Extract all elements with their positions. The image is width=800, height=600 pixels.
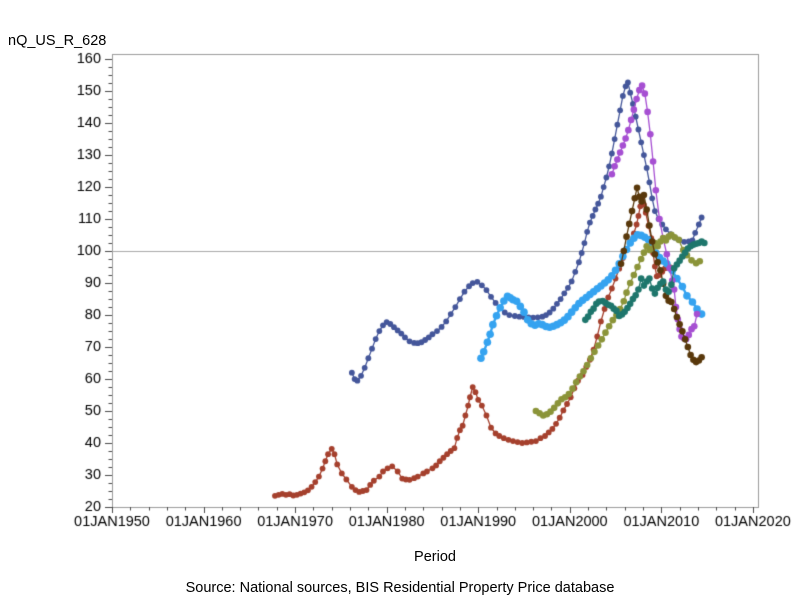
x-axis-title: Period xyxy=(414,549,456,565)
source-footnote: Source: National sources, BIS Residentia… xyxy=(185,580,615,596)
y-axis-title: nQ_US_R_628 xyxy=(8,33,107,49)
